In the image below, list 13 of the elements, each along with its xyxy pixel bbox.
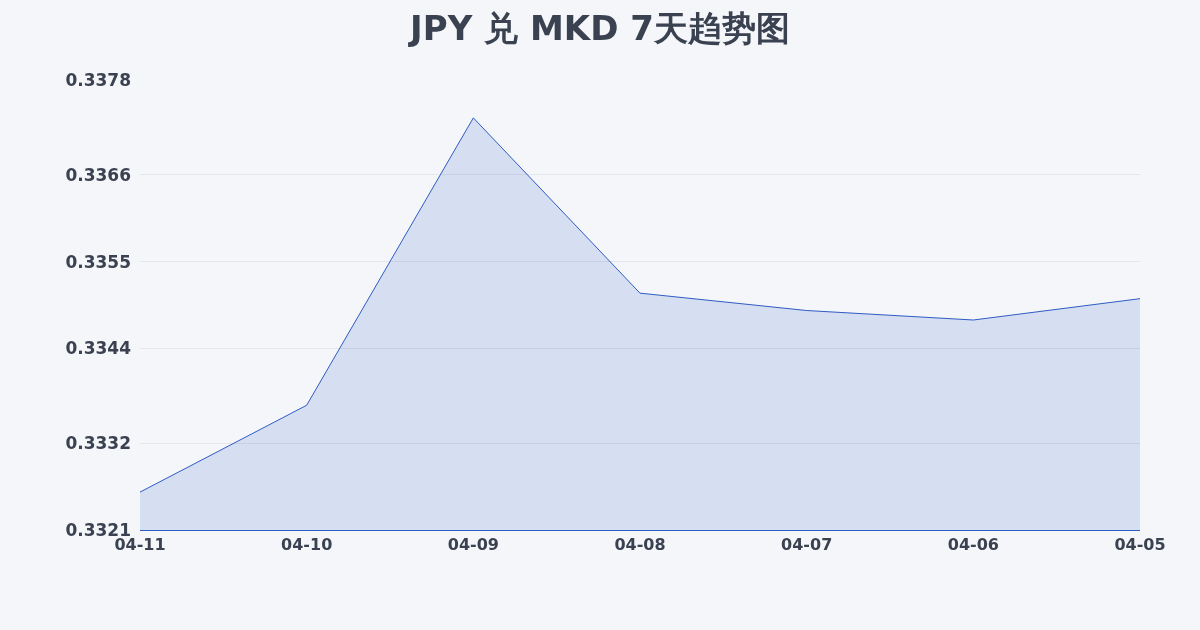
x-tick-label: 04-05: [1114, 535, 1166, 555]
y-tick-label: 0.3366: [65, 164, 131, 185]
x-tick-label: 04-06: [947, 535, 999, 555]
y-tick-label: 0.3332: [65, 433, 131, 454]
x-tick-label: 04-07: [781, 535, 833, 555]
y-tick-label: 0.3355: [65, 251, 131, 272]
x-tick-label: 04-08: [614, 535, 666, 555]
x-tick-label: 04-10: [281, 535, 333, 555]
y-tick-label: 0.3378: [65, 69, 131, 90]
chart-title: JPY 兑 MKD 7天趋势图: [408, 7, 790, 48]
y-tick-label: 0.3344: [65, 338, 132, 359]
x-tick-label: 04-11: [114, 535, 166, 555]
x-tick-label: 04-09: [447, 535, 499, 555]
